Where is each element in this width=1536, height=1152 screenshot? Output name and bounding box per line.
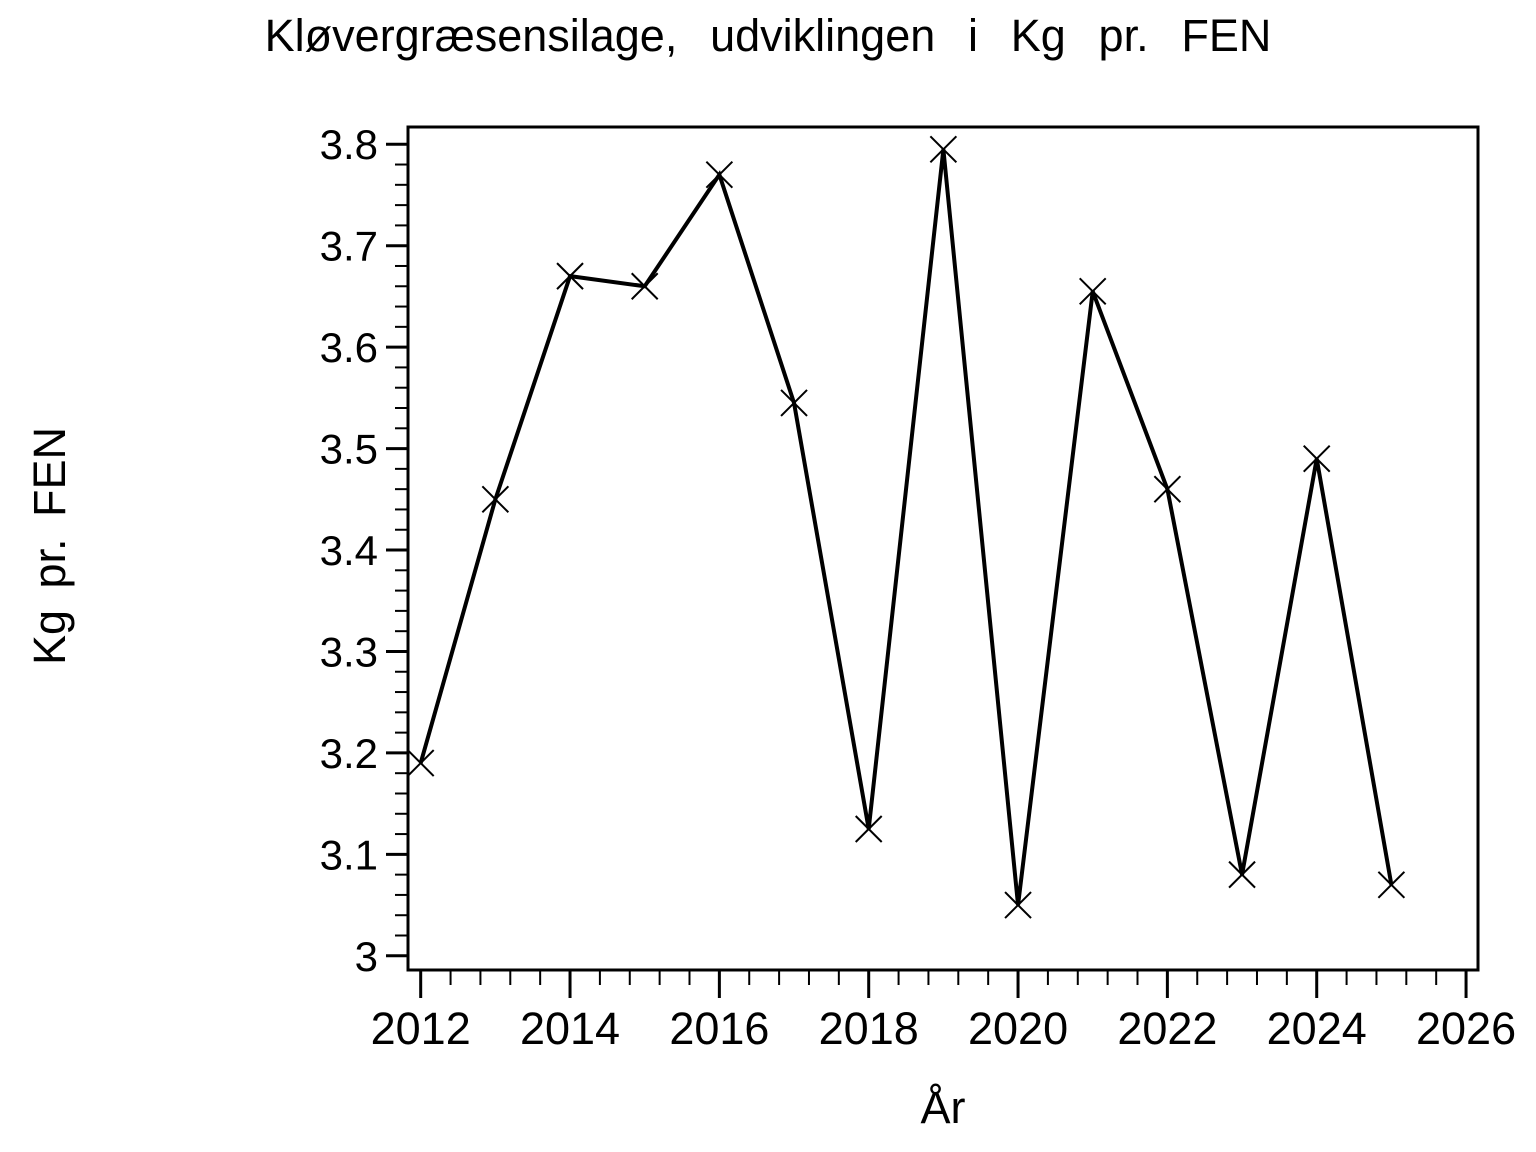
data-point-marker (1228, 860, 1256, 889)
y-tick-label: 3.1 (320, 831, 378, 878)
y-tick-label: 3.8 (320, 121, 378, 168)
y-tick-label: 3.4 (320, 527, 378, 574)
y-tick-label: 3.5 (320, 426, 378, 473)
data-point-marker (854, 815, 883, 843)
x-tick-label: 2022 (1117, 1003, 1217, 1054)
x-tick-label: 2024 (1267, 1003, 1367, 1054)
plot-frame (406, 125, 1480, 972)
data-point-marker (780, 389, 808, 417)
y-tick-label: 3.6 (320, 324, 378, 371)
data-line (418, 149, 1394, 906)
data-point-marker (481, 485, 510, 514)
data-point-marker (630, 272, 659, 300)
chart-title: Kløvergræsensilage, udviklingen i Kg pr.… (264, 10, 1272, 61)
y-tick-label: 3.3 (320, 628, 378, 675)
data-point-marker (1004, 891, 1032, 919)
x-tick-label: 2012 (371, 1003, 471, 1054)
x-tick-label: 2018 (819, 1003, 919, 1054)
data-point-marker (1377, 871, 1406, 899)
x-tick-label: 2014 (520, 1003, 620, 1054)
data-point-marker (406, 749, 435, 777)
data-point-marker (929, 135, 958, 164)
x-tick-label: 2026 (1416, 1003, 1516, 1054)
data-point-marker (1153, 475, 1182, 503)
data-point-marker (705, 160, 734, 189)
y-tick-label: 3.7 (320, 223, 378, 270)
data-point-marker (1303, 445, 1331, 473)
data-point-marker (556, 262, 584, 290)
data-point-marker (1079, 277, 1107, 306)
x-axis-label: År (920, 1082, 966, 1133)
y-tick-label: 3 (355, 933, 378, 980)
y-tick-label: 3.2 (320, 730, 378, 777)
x-tick-label: 2020 (968, 1003, 1068, 1054)
x-tick-label: 2016 (669, 1003, 769, 1054)
